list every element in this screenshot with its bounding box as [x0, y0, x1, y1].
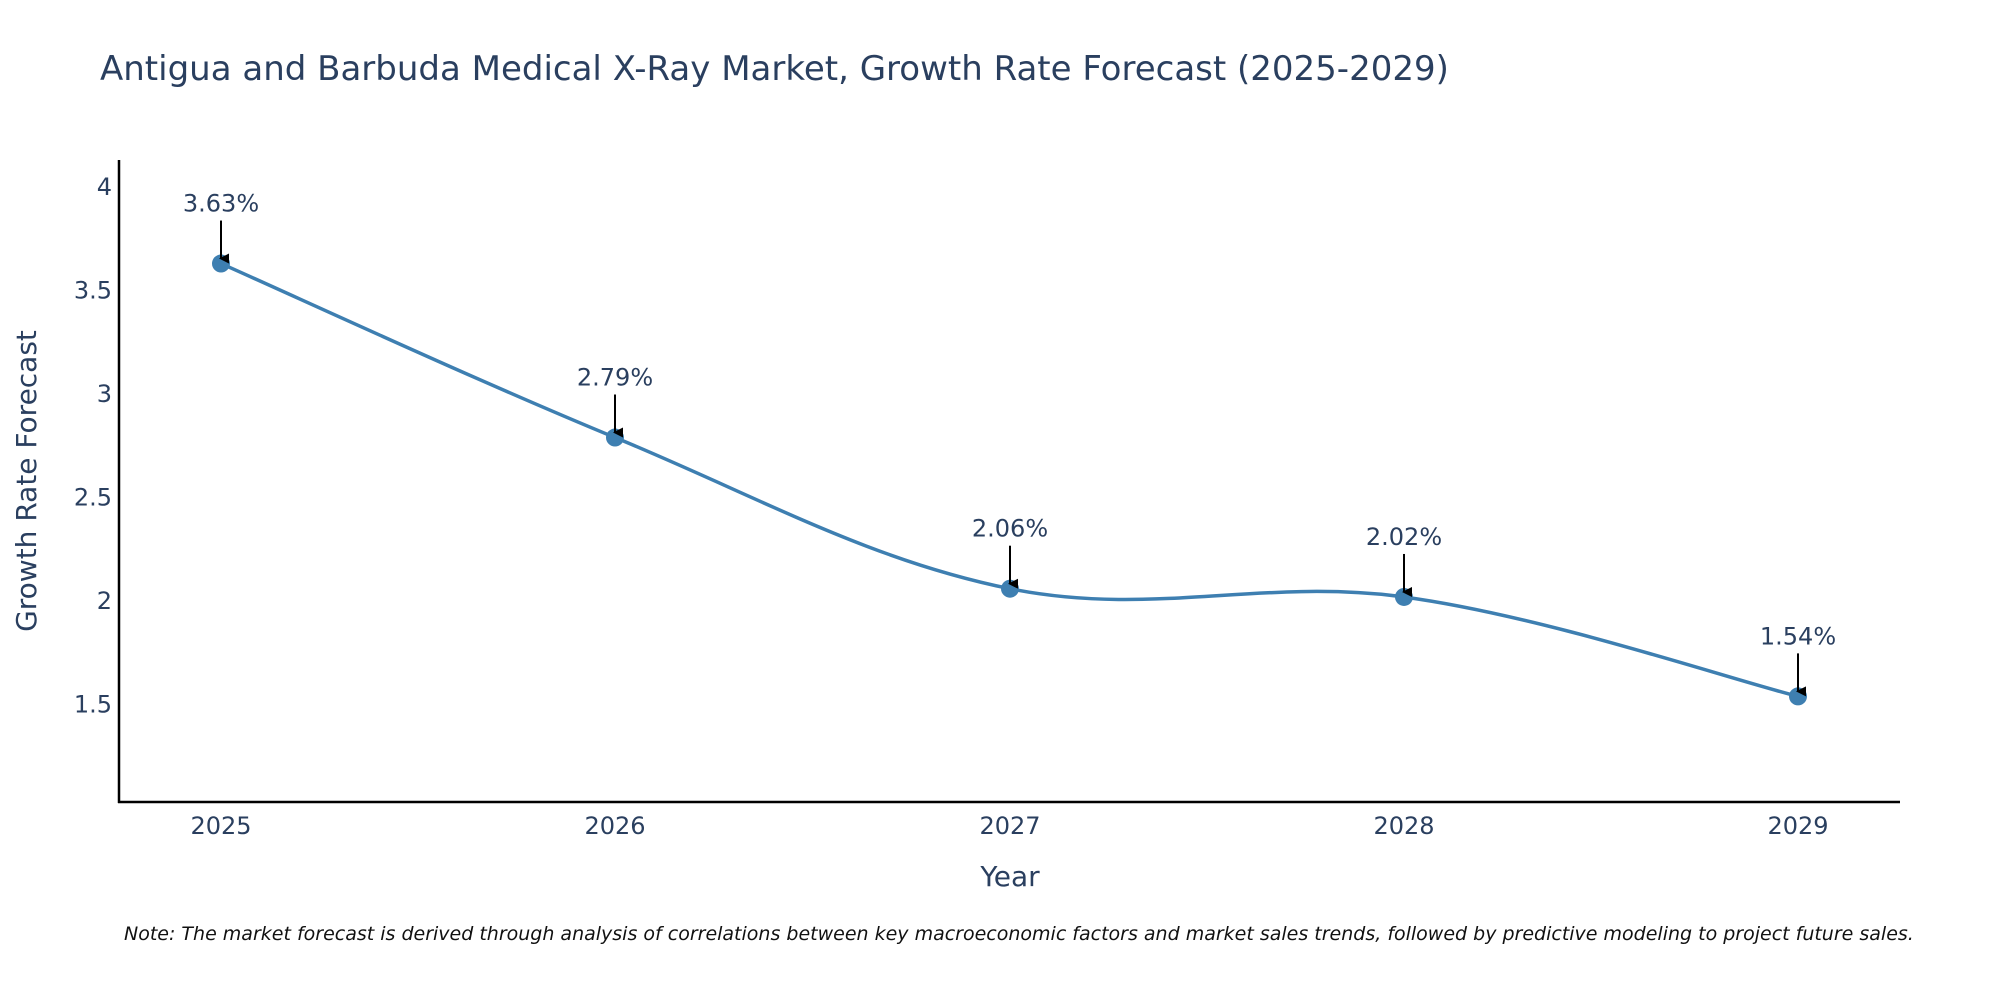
axes — [117, 160, 1900, 804]
y-tick-label: 2 — [97, 587, 112, 615]
chart-title: Antigua and Barbuda Medical X-Ray Market… — [100, 49, 1449, 89]
x-tick-label: 2029 — [1767, 812, 1828, 840]
x-tick-label: 2025 — [190, 812, 251, 840]
x-tick-label: 2028 — [1373, 812, 1434, 840]
y-tick-label: 1.5 — [74, 691, 112, 719]
series-layer: 3.63% 2.79% 2.06% 2.02% 1.54% — [183, 190, 1836, 706]
x-tick-label: 2027 — [979, 812, 1040, 840]
data-label: 1.54% — [1760, 622, 1836, 650]
y-tick-labels: 1.5 2 2.5 3 3.5 4 — [74, 173, 112, 719]
y-axis-title: Growth Rate Forecast — [10, 330, 43, 632]
data-label: 2.06% — [972, 515, 1048, 543]
y-tick-label: 4 — [97, 173, 112, 201]
x-tick-label: 2026 — [584, 812, 645, 840]
x-tick-labels: 2025 2026 2027 2028 2029 — [190, 812, 1828, 840]
x-axis-title: Year — [979, 860, 1040, 893]
y-tick-label: 3.5 — [74, 276, 112, 304]
series-line — [220, 261, 1799, 699]
data-label: 2.79% — [577, 364, 653, 392]
data-label: 3.63% — [183, 190, 259, 218]
y-tick-label: 3 — [97, 380, 112, 408]
y-tick-label: 2.5 — [74, 484, 112, 512]
data-label: 2.02% — [1366, 523, 1442, 551]
footnote: Note: The market forecast is derived thr… — [124, 923, 1914, 945]
